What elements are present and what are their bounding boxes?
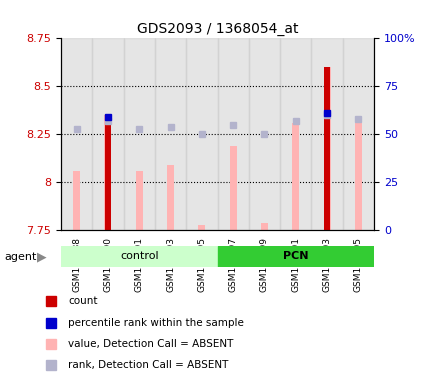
Text: PCN: PCN	[283, 251, 308, 262]
Bar	[61, 38, 92, 230]
Bar	[73, 171, 80, 230]
Bar	[198, 225, 205, 230]
Bar	[354, 123, 361, 230]
Bar	[217, 246, 373, 267]
Bar	[323, 67, 329, 230]
Title: GDS2093 / 1368054_at: GDS2093 / 1368054_at	[136, 22, 298, 36]
Bar	[229, 146, 236, 230]
Text: ▶: ▶	[37, 251, 46, 264]
Text: percentile rank within the sample: percentile rank within the sample	[68, 318, 244, 328]
Bar	[61, 246, 217, 267]
Text: count: count	[68, 296, 98, 306]
Bar	[323, 67, 330, 230]
Text: control: control	[120, 251, 158, 262]
Text: rank, Detection Call = ABSENT: rank, Detection Call = ABSENT	[68, 360, 228, 370]
Bar	[260, 223, 267, 230]
Bar	[311, 38, 342, 230]
Bar	[186, 38, 217, 230]
Bar	[92, 38, 123, 230]
Bar	[248, 38, 279, 230]
Bar	[105, 115, 111, 230]
Text: agent: agent	[4, 252, 36, 262]
Bar	[292, 123, 299, 230]
Bar	[123, 38, 155, 230]
Bar	[279, 38, 311, 230]
Bar	[155, 38, 186, 230]
Text: value, Detection Call = ABSENT: value, Detection Call = ABSENT	[68, 339, 233, 349]
Bar	[342, 38, 373, 230]
Bar	[104, 115, 111, 230]
Bar	[135, 171, 142, 230]
Bar	[217, 38, 248, 230]
Bar	[167, 165, 174, 230]
